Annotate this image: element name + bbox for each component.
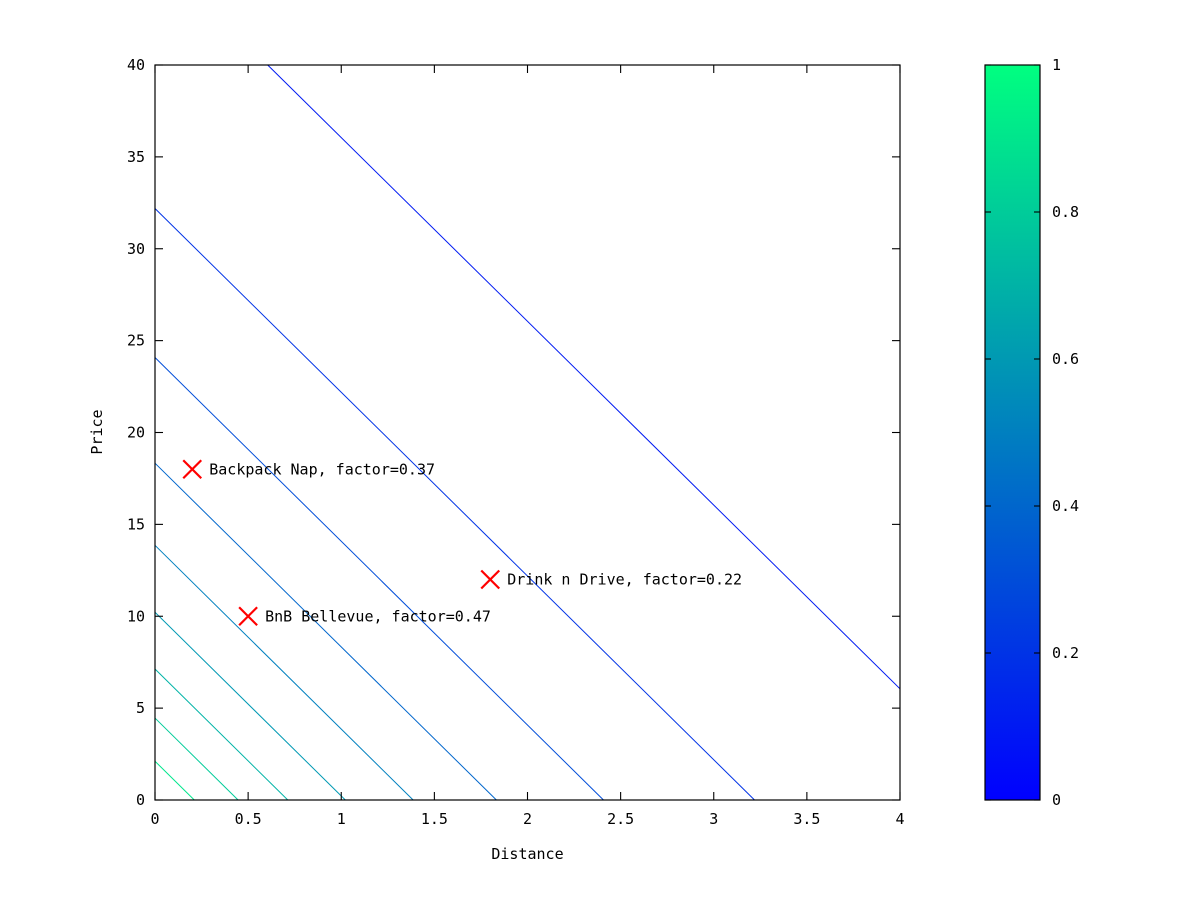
- x-tick-label: 1: [337, 810, 346, 828]
- x-tick-label: 0.5: [235, 810, 262, 828]
- colorbar-tick-label: 1: [1052, 56, 1061, 74]
- x-tick-label: 3.5: [793, 810, 820, 828]
- x-tick-label: 0: [150, 810, 159, 828]
- point-label: Backpack Nap, factor=0.37: [209, 460, 435, 478]
- colorbar-tick-label: 0.8: [1052, 203, 1079, 221]
- y-tick-label: 25: [127, 332, 145, 350]
- contour-line-0.6: [154, 611, 346, 801]
- colorbar-tick-label: 0.2: [1052, 644, 1079, 662]
- contour-line-0.7: [154, 668, 289, 801]
- y-tick-label: 0: [136, 791, 145, 809]
- contour-line-0.3: [154, 357, 604, 801]
- y-tick-label: 35: [127, 148, 145, 166]
- y-tick-label: 5: [136, 699, 145, 717]
- colorbar-box: [984, 64, 1041, 801]
- colorbar-tick-label: 0.4: [1052, 497, 1079, 515]
- x-tick-label: 3: [709, 810, 718, 828]
- y-tick-label: 30: [127, 240, 145, 258]
- x-tick-label: 4: [895, 810, 904, 828]
- x-tick-label: 2.5: [607, 810, 634, 828]
- x-tick-label: 2: [523, 810, 532, 828]
- colorbar-tick-label: 0.6: [1052, 350, 1079, 368]
- contour-line-0.2: [154, 208, 755, 801]
- data-point-marker: [182, 459, 203, 480]
- data-point-marker: [480, 569, 501, 590]
- y-axis-label: Price: [88, 409, 106, 455]
- colorbar-gradient: [985, 65, 1040, 800]
- x-axis-label: Distance: [491, 845, 564, 863]
- y-tick-label: 15: [127, 515, 145, 533]
- y-tick-label: 20: [127, 424, 145, 442]
- y-tick-label: 40: [127, 56, 145, 74]
- data-point-marker: [238, 606, 258, 627]
- contour-line-0.5: [154, 544, 414, 801]
- plot-box: [154, 64, 901, 801]
- contour-line-0.1: [267, 64, 901, 690]
- contour-line-0.8: [154, 717, 239, 801]
- y-tick-label: 10: [127, 607, 145, 625]
- contour-line-0.4: [154, 462, 497, 801]
- contour-line-0.9: [154, 760, 195, 801]
- point-label: Drink n Drive, factor=0.22: [507, 571, 742, 589]
- point-label: BnB Bellevue, factor=0.47: [265, 607, 491, 625]
- x-tick-label: 1.5: [421, 810, 448, 828]
- colorbar-tick-label: 0: [1052, 791, 1061, 809]
